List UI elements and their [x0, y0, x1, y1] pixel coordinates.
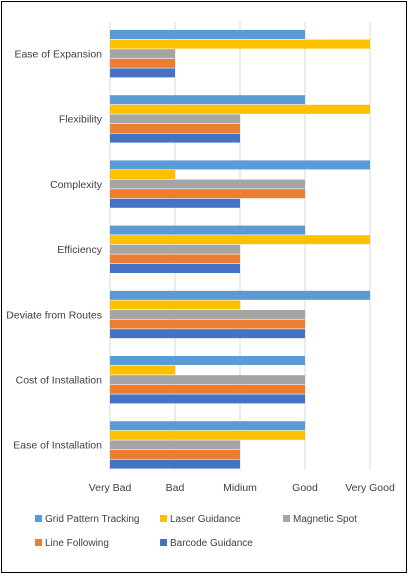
bar-barcode-guidance — [110, 198, 240, 208]
bar-laser-guidance — [110, 430, 305, 440]
bar-line-following — [110, 189, 305, 199]
category-label: Cost of Installation — [16, 375, 103, 387]
bar-grid-pattern-tracking — [110, 290, 370, 300]
legend-label: Line Following — [45, 538, 109, 549]
x-tick-label: Bad — [166, 482, 185, 494]
legend-swatch — [160, 539, 167, 546]
category-label: Ease of Expansion — [14, 49, 102, 61]
bar-magnetic-spot — [110, 244, 240, 254]
legend-swatch — [160, 515, 167, 522]
legend-swatch — [35, 515, 42, 522]
x-tick-label: Very Good — [345, 482, 395, 494]
bar-barcode-guidance — [110, 459, 240, 469]
bar-grid-pattern-tracking — [110, 225, 305, 235]
bar-line-following — [110, 58, 175, 68]
x-tick-label: Very Bad — [89, 482, 132, 494]
bar-grid-pattern-tracking — [110, 30, 305, 39]
category-label: Deviate from Routes — [6, 309, 102, 321]
bar-magnetic-spot — [110, 310, 305, 319]
bar-laser-guidance — [110, 235, 370, 245]
bar-line-following — [110, 124, 240, 133]
bar-barcode-guidance — [110, 68, 175, 78]
x-tick-label: Good — [292, 482, 318, 494]
legend-swatch — [283, 515, 290, 522]
bar-barcode-guidance — [110, 133, 240, 143]
bar-line-following — [110, 450, 240, 459]
bar-grid-pattern-tracking — [110, 95, 305, 105]
category-label: Complexity — [50, 179, 103, 191]
bar-magnetic-spot — [110, 179, 305, 189]
bar-grid-pattern-tracking — [110, 421, 305, 431]
legend-label: Grid Pattern Tracking — [45, 514, 139, 525]
x-tick-label: Midium — [223, 482, 257, 494]
legend-label: Barcode Guidance — [170, 538, 253, 549]
category-label: Flexibility — [59, 114, 103, 126]
bar-magnetic-spot — [110, 114, 240, 124]
category-label: Ease of Installation — [13, 440, 102, 452]
bar-laser-guidance — [110, 39, 370, 49]
category-label: Efficiency — [57, 244, 102, 256]
bar-barcode-guidance — [110, 329, 305, 339]
legend-swatch — [35, 539, 42, 546]
bar-laser-guidance — [110, 104, 370, 114]
bar-magnetic-spot — [110, 440, 240, 450]
bar-line-following — [110, 319, 305, 329]
bar-barcode-guidance — [110, 264, 240, 273]
bar-barcode-guidance — [110, 394, 305, 404]
bar-magnetic-spot — [110, 49, 175, 59]
bar-laser-guidance — [110, 300, 240, 310]
bar-line-following — [110, 384, 305, 394]
bar-laser-guidance — [110, 170, 175, 179]
bar-magnetic-spot — [110, 375, 305, 385]
bar-grid-pattern-tracking — [110, 160, 370, 170]
legend-label: Magnetic Spot — [293, 514, 357, 525]
bar-line-following — [110, 254, 240, 264]
bar-laser-guidance — [110, 365, 175, 375]
legend-label: Laser Guidance — [170, 514, 241, 525]
bar-grid-pattern-tracking — [110, 356, 305, 365]
